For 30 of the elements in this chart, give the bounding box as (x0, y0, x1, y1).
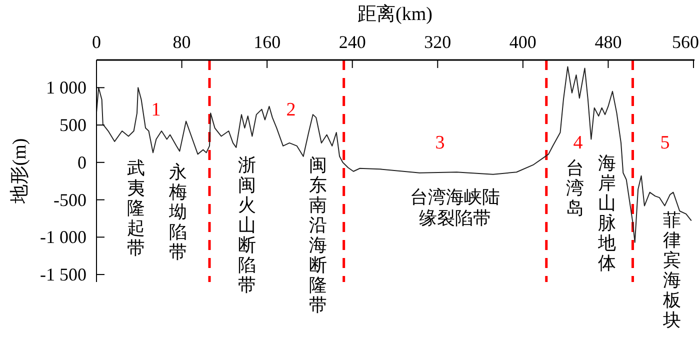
annotation: 1 (151, 100, 161, 120)
y-tick-label: 0 (78, 152, 86, 172)
x-tick-label: 80 (172, 32, 191, 52)
y-tick-label: -1 500 (40, 264, 86, 285)
annotation: 武夷隆起带 (127, 158, 145, 258)
x-tick-label: 160 (254, 32, 281, 52)
y-tick-label: 500 (60, 115, 86, 136)
annotation: 浙闽火山断陷带 (238, 155, 256, 295)
annotation: 闽东南沿海断隆带 (309, 155, 327, 315)
annotation: 台湾岛 (566, 158, 584, 218)
x-tick-label: 240 (338, 32, 366, 52)
annotation: 菲律宾海板块 (662, 210, 681, 330)
x-tick-label: 480 (594, 32, 622, 52)
y-tick-label: 1 000 (46, 78, 86, 98)
annotation: 永梅坳陷带 (168, 162, 187, 262)
annotation: 5 (660, 132, 670, 154)
y-axis-title: 地形(m) (10, 138, 30, 205)
y-tick-label: -500 (54, 190, 86, 210)
x-tick-label: 560 (672, 32, 699, 52)
annotation: 4 (573, 132, 584, 154)
x-axis-title: 距离(km) (358, 3, 432, 25)
x-tick-label: 320 (424, 32, 452, 52)
x-tick-label: 0 (92, 32, 101, 52)
x-tick-label: 400 (509, 32, 536, 52)
annotation: 海岸山脉地体 (597, 153, 616, 273)
annotation: 3 (435, 132, 445, 154)
annotation: 缘裂陷带 (419, 208, 491, 228)
y-tick-label: -1 000 (40, 227, 86, 248)
annotation: 台湾海峡陆 (410, 187, 500, 207)
annotation: 2 (286, 100, 296, 120)
